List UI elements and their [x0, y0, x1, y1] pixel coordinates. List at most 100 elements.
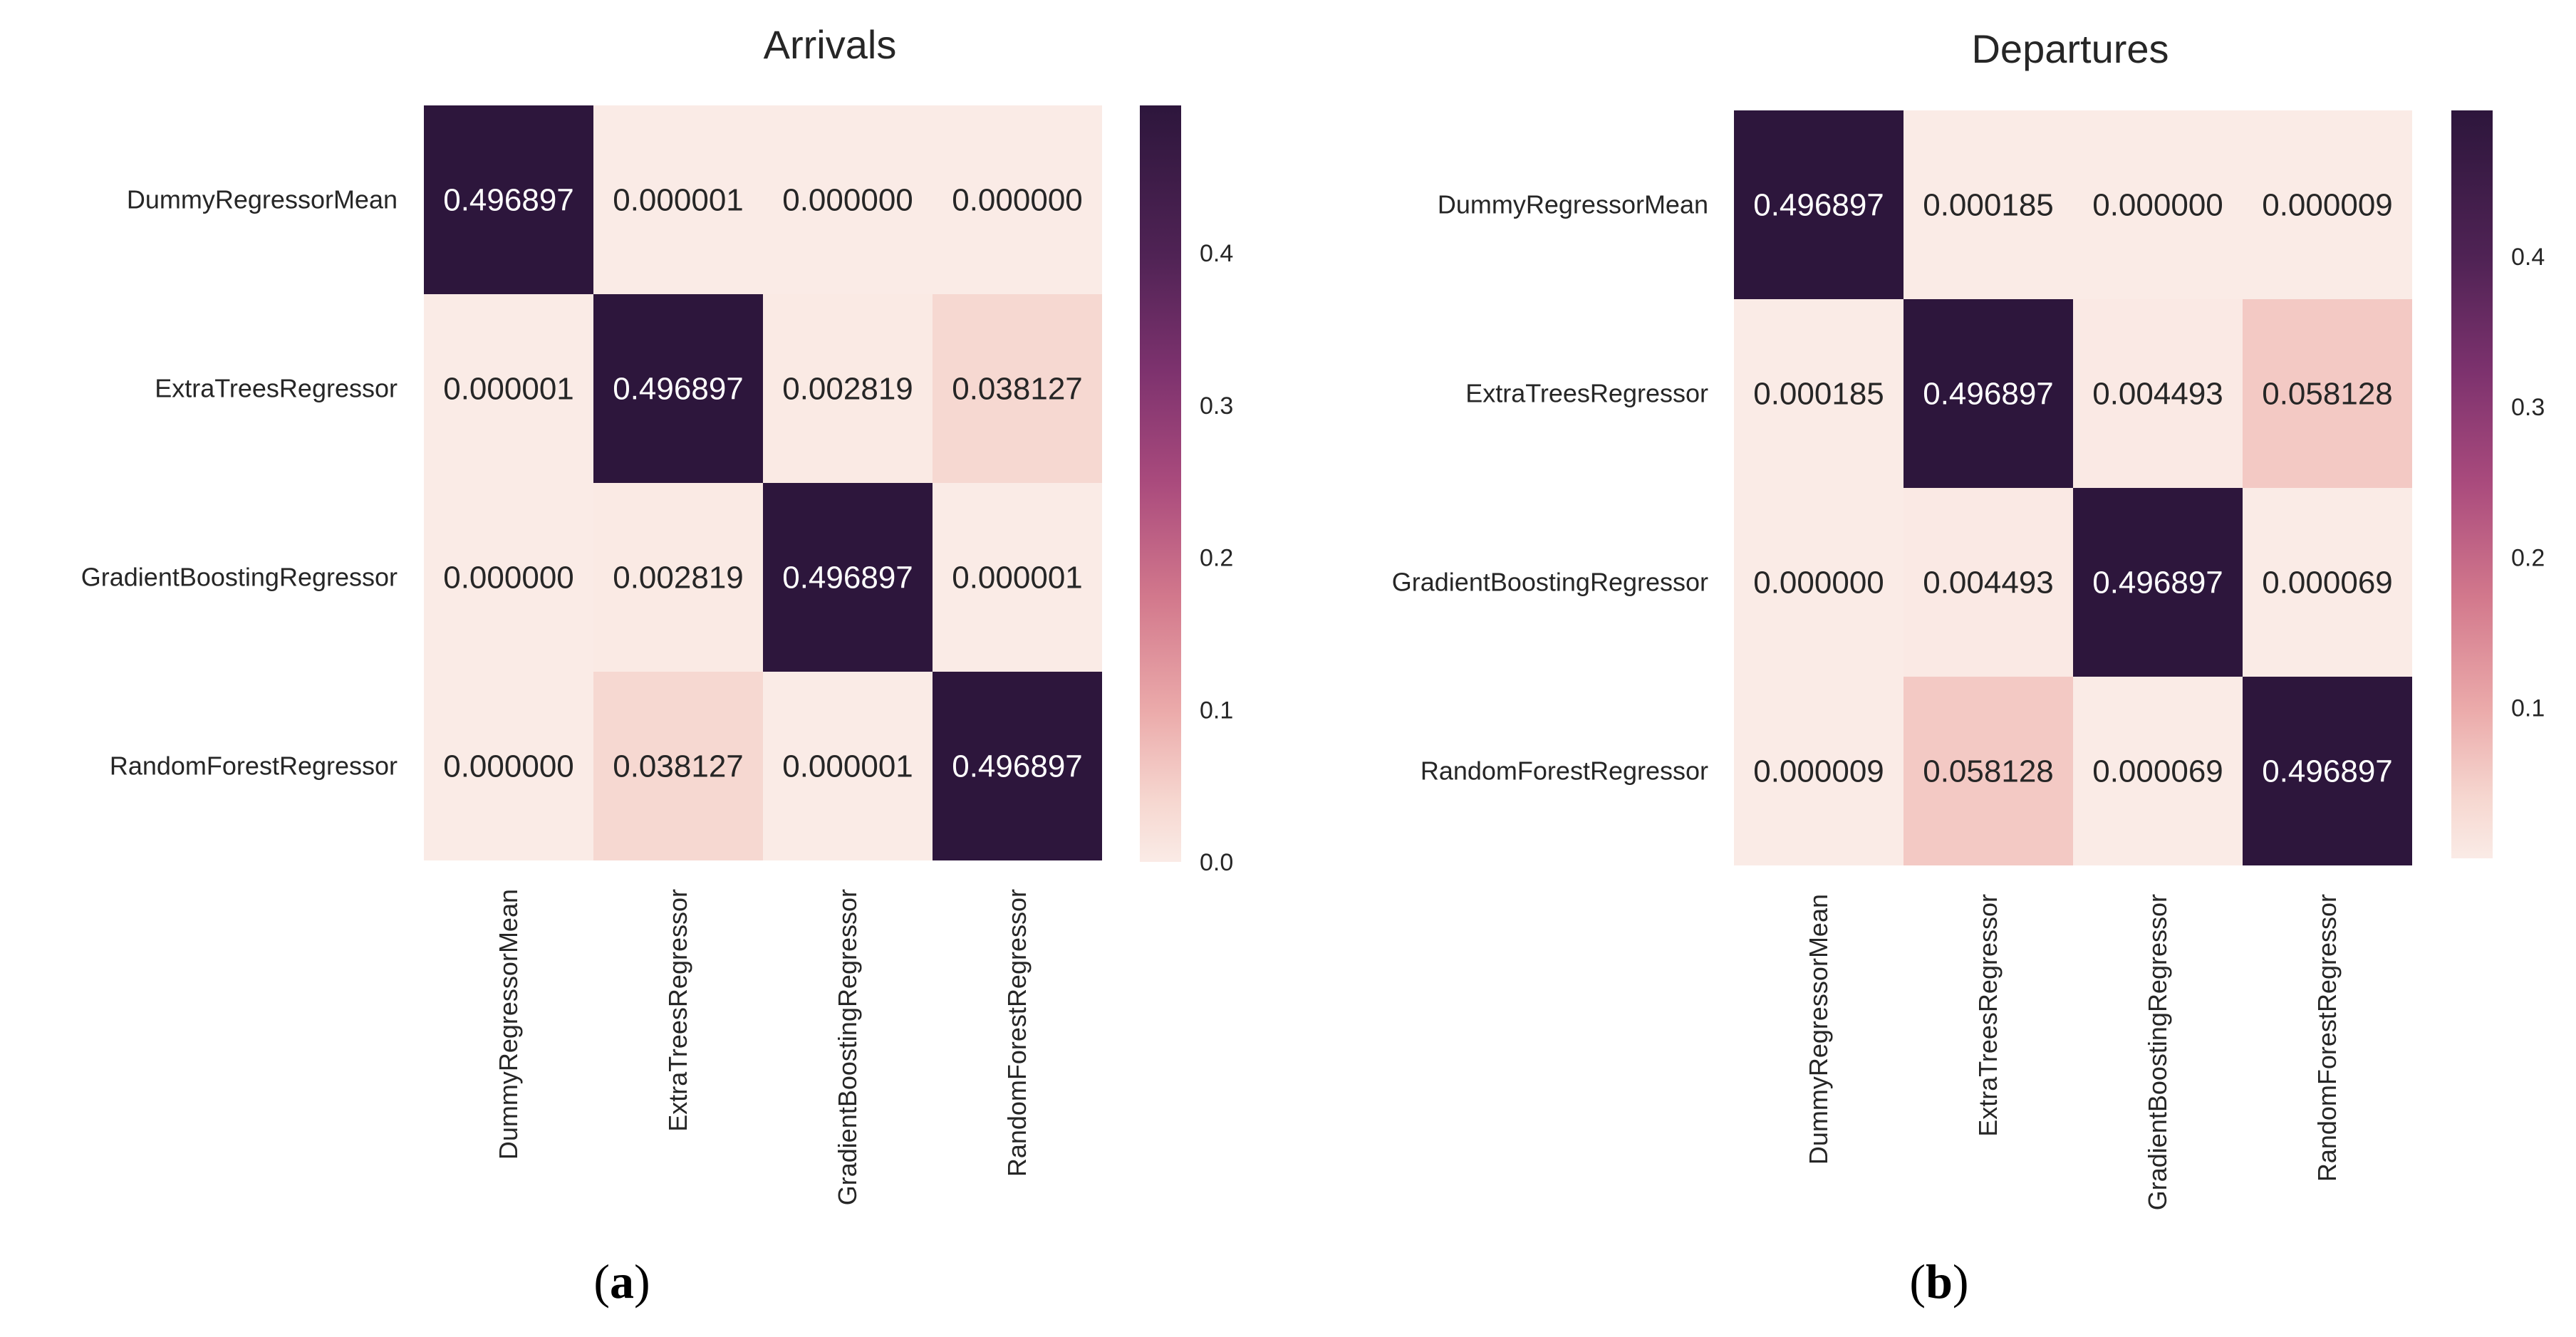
cell-value-label: 0.038127 [952, 372, 1083, 407]
cell-value-label: 0.496897 [952, 749, 1083, 784]
row-label: DummyRegressorMean [127, 185, 398, 214]
row-label: DummyRegressorMean [1438, 190, 1708, 219]
cell-value-label: 0.000069 [2262, 566, 2393, 600]
heatmap-cell [763, 105, 933, 294]
cell-value-label: 0.004493 [1923, 566, 2054, 600]
colorbar-tick-label: 0.2 [2511, 544, 2545, 571]
cell-value-label: 0.496897 [613, 372, 744, 407]
colorbar-tick-label: 0.2 [1200, 545, 1233, 572]
heatmap-grid: 0.496897 0.000185 0.000000 0.000009 0.000185… [1734, 110, 2412, 865]
heatmap-cell [1734, 110, 1904, 299]
heatmap-cell [2073, 488, 2243, 677]
row-label: RandomForestRegressor [1421, 756, 1708, 786]
cell-value-label: 0.000009 [2262, 188, 2393, 223]
colorbar-tick-label: 0.1 [1200, 697, 1233, 724]
cell-value-label: 0.496897 [443, 183, 574, 218]
heatmap-grid: 0.496897 0.000001 0.000000 0.000000 0.000001… [424, 105, 1102, 860]
colorbar-tick-label: 0.4 [2511, 244, 2545, 271]
cell-value-label: 0.038127 [613, 749, 744, 784]
heatmap-cell [424, 483, 593, 672]
heatmap-cell [763, 672, 933, 860]
row-labels: DummyRegressorMean ExtraTreesRegressor Gra… [1392, 190, 1708, 786]
cell-value-label: 0.000009 [1753, 754, 1884, 789]
colorbar-tick-label: 0.0 [1200, 849, 1233, 876]
heatmap-cell [424, 294, 593, 483]
cell-value-label: 0.000000 [443, 749, 574, 784]
heatmap-cell [2073, 110, 2243, 299]
column-labels: DummyRegressorMean ExtraTreesRegressor Gra… [494, 889, 1032, 1205]
heatmap-cell [933, 672, 1102, 860]
heatmap-cell [593, 672, 763, 860]
heatmap-cell [424, 672, 593, 860]
colorbar-tick-label: 0.3 [1200, 392, 1233, 420]
heatmap-cell [763, 294, 933, 483]
column-label: RandomForestRegressor [2312, 894, 2342, 1182]
heatmap-cell [1904, 299, 2073, 488]
column-labels: DummyRegressorMean ExtraTreesRegressor Gra… [1804, 894, 2342, 1210]
colorbar: 0.1 0.2 0.3 0.4 [2451, 110, 2545, 858]
heatmap-cell [763, 483, 933, 672]
heatmap-cell [2243, 488, 2412, 677]
heatmap-cell [1904, 677, 2073, 865]
cell-value-label: 0.000185 [1753, 377, 1884, 412]
heatmap-cell [1734, 488, 1904, 677]
cell-value-label: 0.058128 [2262, 377, 2393, 412]
heatmap-cell [593, 294, 763, 483]
row-label: RandomForestRegressor [110, 751, 398, 781]
heatmap-cell [2243, 110, 2412, 299]
column-label: RandomForestRegressor [1002, 889, 1032, 1177]
panel-caption: (a) [593, 1254, 650, 1309]
heatmap-cell [2243, 677, 2412, 865]
cell-value-label: 0.496897 [2262, 754, 2393, 789]
heatmap-cell [2243, 299, 2412, 488]
cell-value-label: 0.496897 [2092, 566, 2223, 600]
column-label: GradientBoostingRegressor [833, 889, 862, 1205]
cell-value-label: 0.000001 [613, 183, 744, 218]
cell-value-label: 0.000069 [2092, 754, 2223, 789]
cell-value-label: 0.000000 [1753, 566, 1884, 600]
cell-value-label: 0.004493 [2092, 377, 2223, 412]
cell-value-label: 0.002819 [613, 561, 744, 595]
cell-value-label: 0.000000 [443, 561, 574, 595]
column-label: GradientBoostingRegressor [2143, 894, 2172, 1210]
cell-value-label: 0.000001 [782, 749, 913, 784]
cell-value-label: 0.496897 [1753, 188, 1884, 223]
colorbar-gradient [2451, 110, 2493, 858]
row-label: ExtraTreesRegressor [1465, 379, 1708, 408]
cell-value-label: 0.000185 [1923, 188, 2054, 223]
colorbar-tick-label: 0.3 [2511, 394, 2545, 421]
column-label: ExtraTreesRegressor [1973, 894, 2003, 1137]
panel-caption: (b) [1909, 1254, 1968, 1309]
cell-value-label: 0.496897 [1923, 377, 2054, 412]
cell-value-label: 0.000000 [952, 183, 1083, 218]
heatmap-cell [1904, 110, 2073, 299]
row-label: ExtraTreesRegressor [155, 374, 398, 403]
chart-title: Arrivals [764, 22, 897, 67]
heatmap-cell [1904, 488, 2073, 677]
heatmap-cell [933, 294, 1102, 483]
cell-value-label: 0.000000 [2092, 188, 2223, 223]
cell-value-label: 0.058128 [1923, 754, 2054, 789]
colorbar-gradient [1140, 105, 1181, 862]
cell-value-label: 0.496897 [782, 561, 913, 595]
heatmap-cell [2073, 299, 2243, 488]
row-label: GradientBoostingRegressor [1392, 568, 1708, 597]
column-label: DummyRegressorMean [1804, 894, 1833, 1165]
heatmap-cell [2073, 677, 2243, 865]
heatmap-cell [593, 483, 763, 672]
cell-value-label: 0.000001 [443, 372, 574, 407]
colorbar-tick-label: 0.4 [1200, 240, 1233, 267]
heatmap-cell [424, 105, 593, 294]
arrivals-panel: Arrivals 0.496897 0.000001 0.000000 0.00000… [81, 22, 1234, 1309]
colorbar: 0.0 0.1 0.2 0.3 0.4 [1140, 105, 1233, 876]
row-label: GradientBoostingRegressor [81, 563, 398, 592]
cell-value-label: 0.002819 [782, 372, 913, 407]
column-label: ExtraTreesRegressor [663, 889, 692, 1132]
cell-value-label: 0.000001 [952, 561, 1083, 595]
heatmap-cell [933, 483, 1102, 672]
heatmap-cell [1734, 677, 1904, 865]
heatmap-cell [1734, 299, 1904, 488]
departures-panel: Departures 0.496897 0.000185 0.000000 0.000… [1392, 26, 2545, 1309]
colorbar-tick-label: 0.1 [2511, 695, 2545, 722]
